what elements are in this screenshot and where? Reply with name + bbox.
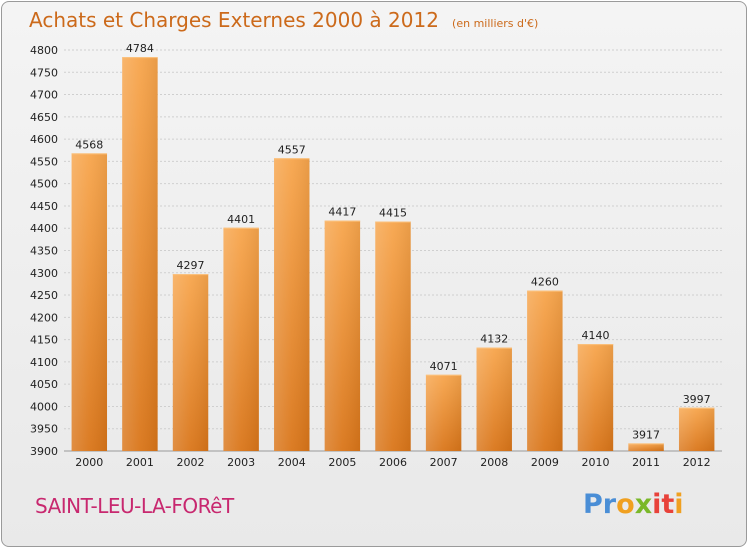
x-tick-label: 2001: [126, 456, 154, 469]
y-tick-label: 4300: [30, 267, 58, 280]
y-tick-label: 4250: [30, 289, 58, 302]
x-tick-label: 2005: [328, 456, 356, 469]
data-label: 4401: [227, 213, 255, 226]
logo-letter: P: [583, 489, 603, 520]
x-axis: 2000 2001 2002 2003 2004 2005 2006 2007 2008 2009…: [75, 456, 710, 469]
proxiti-logo: Proxiti: [583, 489, 684, 520]
data-label: 4132: [480, 333, 508, 346]
y-tick-label: 4800: [30, 44, 58, 57]
bar-shine: [122, 57, 158, 452]
x-tick-label: 2012: [683, 456, 711, 469]
y-tick-label: 4750: [30, 66, 58, 79]
bar-shine: [577, 344, 614, 451]
x-tick-label: 2003: [227, 456, 255, 469]
y-tick-label: 4700: [30, 89, 58, 102]
data-label: 4415: [379, 207, 407, 220]
y-tick-label: 4500: [30, 178, 58, 191]
y-tick-label: 4100: [30, 356, 58, 369]
y-tick-label: 4200: [30, 311, 58, 324]
bar-shine: [527, 290, 563, 451]
x-tick-label: 2000: [75, 456, 103, 469]
y-tick-label: 4350: [30, 245, 58, 258]
y-tick-label: 4000: [30, 400, 58, 413]
y-tick-label: 4550: [30, 155, 58, 168]
y-tick-label: 4050: [30, 378, 58, 391]
data-label: 3997: [683, 393, 711, 406]
logo-letter: i: [652, 489, 662, 520]
bar-shine: [172, 274, 209, 451]
data-label: 3917: [632, 428, 660, 441]
logo-letter: o: [616, 489, 635, 520]
bars: 4568 4784 4297 4401 4557 4417 4415 4071 4132 4260…: [71, 42, 715, 452]
data-label: 4784: [126, 42, 154, 55]
data-label: 4557: [278, 143, 306, 156]
data-label: 4071: [430, 360, 458, 373]
logo-letter: x: [634, 489, 653, 520]
x-tick-label: 2004: [278, 456, 306, 469]
data-label: 4568: [75, 138, 103, 151]
logo-letter: i: [674, 489, 684, 520]
bar-shine: [476, 347, 512, 451]
y-tick-label: 4600: [30, 133, 58, 146]
bar-shine: [274, 158, 310, 451]
bar-shine: [375, 221, 411, 451]
bar-shine: [324, 220, 361, 451]
bar-shine: [223, 227, 259, 451]
x-tick-label: 2010: [581, 456, 609, 469]
bar-shine: [628, 443, 664, 451]
bar-shine: [425, 374, 462, 451]
y-tick-label: 4150: [30, 334, 58, 347]
town-name: SAINT-LEU-LA-FORêT: [35, 494, 234, 518]
y-tick-label: 4400: [30, 222, 58, 235]
y-tick-label: 3900: [30, 445, 58, 458]
y-tick-label: 4650: [30, 111, 58, 124]
x-tick-label: 2007: [430, 456, 458, 469]
y-tick-label: 4450: [30, 200, 58, 213]
logo-letter: r: [602, 489, 617, 520]
bar-shine: [678, 407, 715, 451]
x-tick-label: 2011: [632, 456, 660, 469]
data-label: 4260: [531, 276, 559, 289]
y-tick-label: 3950: [30, 423, 58, 436]
data-label: 4140: [581, 329, 609, 342]
x-tick-label: 2009: [531, 456, 559, 469]
title-row: Achats et Charges Externes 2000 à 2012 (…: [29, 8, 538, 32]
data-label: 4417: [328, 206, 356, 219]
chart-subtitle: (en milliers d'€): [452, 17, 539, 30]
data-label: 4297: [177, 259, 205, 272]
chart-title: Achats et Charges Externes 2000 à 2012: [29, 8, 439, 32]
x-tick-label: 2002: [177, 456, 205, 469]
x-tick-label: 2006: [379, 456, 407, 469]
logo-letter: t: [661, 489, 675, 520]
x-tick-label: 2008: [480, 456, 508, 469]
bar-shine: [71, 153, 108, 451]
y-axis: 3900 3950 4000 4050 4100 4150 4200 4250 4300 4350…: [30, 44, 58, 458]
